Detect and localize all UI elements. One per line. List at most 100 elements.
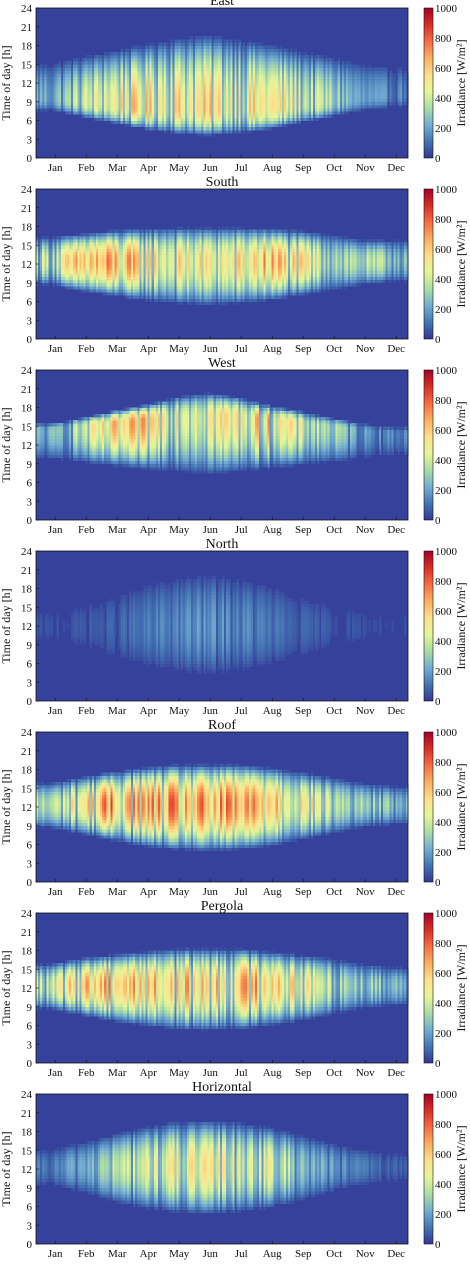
heatmap-cell	[71, 83, 74, 87]
heatmap-cell	[114, 114, 117, 118]
heatmap-cell	[129, 98, 132, 103]
heatmap-cell	[155, 108, 159, 112]
heatmap-cell	[87, 79, 91, 84]
heatmap-cell	[135, 54, 138, 59]
heatmap-cell	[95, 67, 99, 71]
y-tick-label: 15	[21, 59, 33, 71]
heatmap-cell	[149, 48, 153, 53]
heatmap-cell	[188, 95, 192, 100]
heatmap-cell	[168, 79, 171, 84]
heatmap-cell	[62, 64, 66, 68]
heatmap-cell	[71, 111, 74, 115]
heatmap-cell	[85, 111, 89, 115]
heatmap-cell	[145, 48, 148, 53]
heatmap-cell	[52, 89, 55, 93]
heatmap-cell	[186, 114, 190, 118]
heatmap-cell	[73, 67, 76, 71]
heatmap-cell	[176, 79, 179, 84]
heatmap-cell	[131, 67, 134, 71]
heatmap-cell	[118, 108, 122, 112]
heatmap-cell	[100, 117, 103, 121]
heatmap-cell	[79, 70, 82, 75]
heatmap-cell	[118, 92, 122, 96]
heatmap-cell	[73, 58, 76, 62]
heatmap-cell	[135, 45, 138, 50]
heatmap-cell	[104, 101, 107, 106]
y-tick-label: 21	[21, 22, 32, 34]
heatmap-cell	[178, 111, 182, 115]
heatmap-cell	[124, 86, 128, 90]
heatmap-cell	[195, 45, 198, 50]
heatmap-cell	[104, 73, 107, 78]
heatmap-cell	[186, 61, 190, 65]
heatmap-cell	[178, 58, 182, 62]
heatmap-cell	[89, 61, 93, 65]
heatmap-cell	[162, 111, 165, 115]
heatmap-cell	[248, 129, 252, 134]
heatmap-cell	[131, 120, 134, 125]
heatmap-cell	[106, 95, 109, 100]
heatmap-cell	[129, 79, 132, 84]
heatmap-cell	[176, 114, 179, 118]
heatmap-cell	[95, 79, 99, 84]
heatmap-cell	[166, 45, 169, 50]
heatmap-cell	[52, 235, 55, 240]
heatmap-cell	[145, 86, 148, 90]
heatmap-cell	[155, 117, 159, 121]
heatmap-cell	[153, 48, 157, 53]
heatmap-cell	[102, 117, 105, 121]
heatmap-cell	[44, 83, 47, 87]
heatmap-cell	[145, 76, 148, 81]
heatmap-cell	[133, 101, 136, 106]
heatmap-cell	[166, 120, 169, 125]
heatmap-cell	[95, 58, 99, 62]
heatmap-cell	[108, 58, 111, 62]
heatmap-cell	[85, 70, 89, 75]
heatmap-cell	[174, 58, 177, 62]
heatmap-cell	[137, 83, 140, 87]
heatmap-cell	[137, 89, 140, 93]
heatmap-cell	[120, 92, 124, 96]
heatmap-cell	[147, 101, 151, 106]
heatmap-cell	[137, 111, 140, 115]
heatmap-cell	[182, 51, 186, 56]
heatmap-cell	[98, 70, 101, 75]
heatmap-cell	[166, 126, 169, 131]
heatmap-cell	[135, 70, 138, 75]
heatmap-cell	[182, 104, 186, 109]
heatmap-cell	[162, 48, 165, 53]
heatmap-cell	[143, 61, 146, 65]
heatmap-cell	[112, 86, 115, 90]
heatmap-cell	[106, 61, 109, 65]
heatmap-cell	[36, 98, 39, 103]
heatmap-cell	[77, 83, 80, 87]
heatmap-cell	[385, 104, 388, 109]
heatmap-cell	[151, 120, 155, 125]
heatmap-cell	[176, 101, 179, 106]
heatmap-cell	[46, 95, 49, 100]
x-tick-label: Sep	[295, 162, 312, 174]
heatmap-cell	[180, 58, 184, 62]
heatmap-cell	[182, 39, 186, 43]
heatmap-cell	[188, 126, 192, 131]
heatmap-cell	[75, 64, 78, 68]
heatmap-cell	[197, 133, 200, 137]
heatmap-cell	[54, 95, 58, 100]
heatmap-cell	[195, 129, 198, 134]
heatmap-cell	[60, 108, 64, 112]
heatmap-cell	[219, 36, 223, 40]
heatmap-cell	[147, 123, 151, 128]
heatmap-cell	[147, 108, 151, 112]
heatmap-cell	[180, 126, 184, 131]
heatmap-cell	[69, 86, 72, 90]
heatmap-cell	[58, 76, 62, 81]
heatmap-cell	[44, 86, 47, 90]
heatmap-cell	[166, 54, 169, 59]
heatmap-cell	[100, 98, 103, 103]
heatmap-cell	[193, 126, 196, 131]
heatmap-cell	[116, 95, 120, 100]
heatmap-cell	[170, 67, 173, 71]
heatmap-cell	[153, 108, 157, 112]
heatmap-cell	[157, 58, 161, 62]
heatmap-cell	[91, 98, 95, 103]
